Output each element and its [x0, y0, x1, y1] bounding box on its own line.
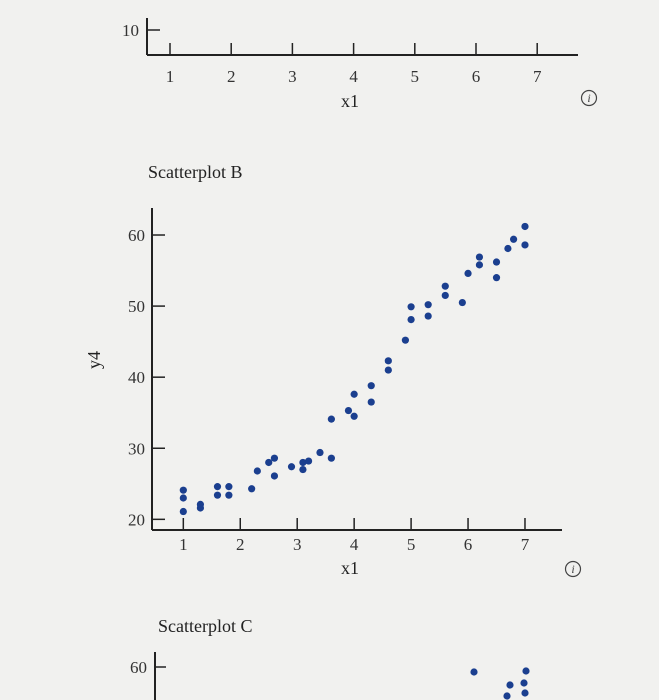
data-point — [287, 463, 296, 471]
data-point — [179, 494, 187, 502]
data-point — [299, 465, 307, 474]
data-point — [384, 366, 392, 374]
data-point — [299, 458, 307, 467]
c-data-point — [506, 681, 514, 689]
info-icon[interactable]: i — [564, 560, 582, 578]
top-panel: 10 1 2 3 4 5 6 7 x1 i — [122, 18, 598, 111]
data-point — [458, 298, 466, 307]
x-ticks: 1 2 3 4 5 6 7 — [179, 518, 530, 554]
data-point — [179, 486, 187, 494]
svg-text:i: i — [587, 91, 590, 105]
data-point — [401, 336, 410, 344]
top-x-axis-title: x1 — [341, 91, 359, 111]
data-point — [344, 406, 353, 415]
c-data-point — [521, 689, 529, 697]
x-tick-label: 5 — [407, 535, 416, 554]
top-x-tick-label: 7 — [533, 67, 542, 86]
data-point — [270, 454, 279, 462]
data-point — [253, 467, 261, 475]
chart-title: Scatterplot B — [148, 162, 242, 182]
top-x-tick-label: 4 — [349, 67, 358, 86]
data-point — [213, 483, 222, 491]
data-point — [521, 222, 529, 231]
y-axis-title: y4 — [84, 351, 104, 369]
data-point — [492, 274, 501, 282]
data-points — [179, 222, 529, 516]
data-point — [327, 415, 335, 423]
data-point — [492, 258, 501, 266]
top-x-tick-label: 6 — [472, 67, 481, 86]
data-point — [475, 261, 484, 269]
data-point — [265, 458, 273, 467]
data-point — [225, 483, 233, 491]
x-tick-label: 1 — [179, 535, 188, 554]
scatterplot-b: Scatterplot B 20 30 40 50 60 1 2 3 4 5 6 7 y4 x1 i — [84, 162, 582, 578]
data-point — [424, 312, 432, 320]
data-point — [424, 301, 432, 309]
data-point — [270, 472, 279, 480]
y-tick-label: 30 — [128, 439, 145, 458]
data-point — [475, 253, 484, 261]
top-x-ticks: 1 2 3 4 5 6 7 — [166, 43, 542, 86]
data-point — [367, 382, 375, 390]
c-data-point — [520, 679, 528, 687]
data-point — [367, 398, 375, 406]
x-tick-label: 6 — [464, 535, 473, 554]
data-point — [248, 485, 256, 493]
data-point — [384, 357, 392, 365]
c-data-point — [522, 667, 530, 675]
data-point — [316, 448, 324, 457]
data-point — [196, 500, 205, 509]
data-point — [521, 241, 529, 249]
scatterplot-c-title: Scatterplot C — [158, 616, 252, 636]
info-icon[interactable]: i — [580, 89, 598, 107]
data-point — [179, 507, 187, 516]
x-tick-label: 4 — [350, 535, 359, 554]
data-point — [441, 291, 449, 300]
data-point — [441, 282, 449, 290]
top-x-tick-label: 5 — [411, 67, 420, 86]
y-ticks: 20 30 40 50 60 — [128, 226, 165, 529]
top-x-tick-label: 2 — [227, 67, 236, 86]
c-data-point — [503, 692, 511, 700]
data-point — [327, 454, 335, 462]
y-tick-label: 60 — [128, 226, 145, 245]
x-axis-title: x1 — [341, 558, 359, 578]
data-point — [350, 412, 358, 420]
top-x-tick-label: 3 — [288, 67, 297, 86]
x-tick-label: 7 — [521, 535, 530, 554]
data-point — [213, 491, 222, 499]
y-tick-label: 20 — [128, 510, 145, 529]
data-point — [464, 269, 472, 277]
data-point — [225, 491, 233, 499]
c-y-tick-label: 60 — [130, 658, 147, 677]
data-point — [504, 244, 512, 253]
data-point — [350, 390, 358, 398]
data-point — [407, 315, 415, 324]
data-point — [304, 457, 313, 465]
data-point — [509, 235, 518, 243]
y-tick-label: 50 — [128, 297, 145, 316]
top-y-tick-label: 10 — [122, 21, 139, 40]
svg-text:i: i — [571, 562, 574, 576]
x-tick-label: 2 — [236, 535, 245, 554]
data-point — [407, 303, 415, 311]
scatterplot-c: Scatterplot C 60 — [130, 616, 530, 700]
top-x-tick-label: 1 — [166, 67, 175, 86]
c-data-point — [470, 668, 478, 676]
x-tick-label: 3 — [293, 535, 302, 554]
y-tick-label: 40 — [128, 368, 145, 387]
